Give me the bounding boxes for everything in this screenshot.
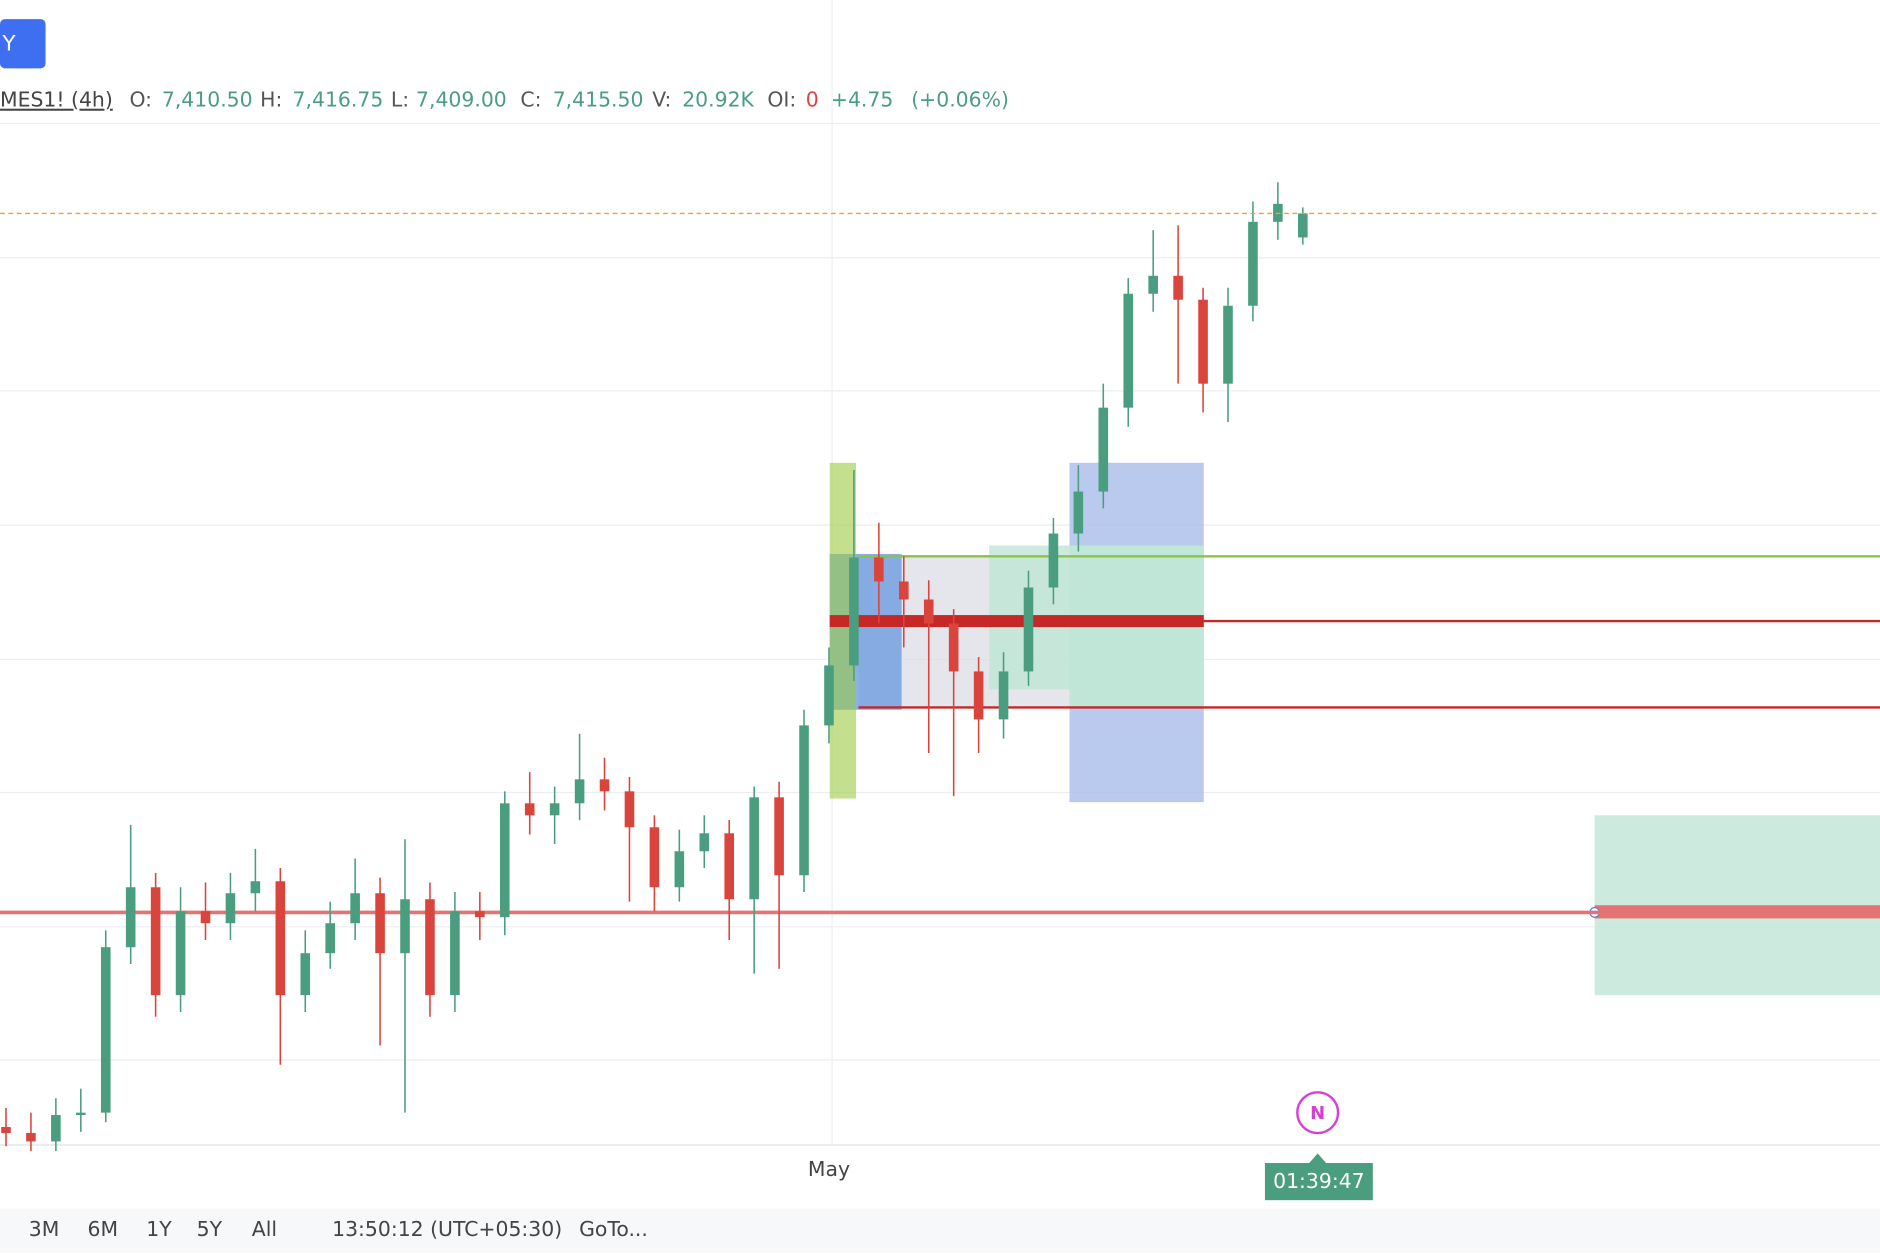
candle-body bbox=[1248, 221, 1258, 306]
symbol[interactable]: MES1! (4h) bbox=[0, 88, 113, 112]
candle-body bbox=[1148, 275, 1158, 294]
x-tick-label: May bbox=[808, 1157, 850, 1181]
range-button[interactable]: All bbox=[252, 1217, 277, 1241]
news-marker-label[interactable]: N bbox=[1310, 1103, 1325, 1124]
candle-body bbox=[973, 671, 984, 720]
candle-body bbox=[150, 887, 161, 996]
candle-body bbox=[774, 797, 784, 876]
candle-body bbox=[475, 911, 485, 918]
candle-body bbox=[51, 1115, 61, 1142]
candle-body bbox=[624, 791, 635, 828]
candle-body bbox=[898, 581, 909, 600]
range-button[interactable]: 1Y bbox=[146, 1217, 172, 1241]
timer-box bbox=[1264, 1163, 1373, 1201]
timer-pointer bbox=[1309, 1153, 1327, 1164]
candle-body bbox=[325, 923, 335, 954]
field-value: 7,409.00 bbox=[416, 88, 507, 112]
candle-body bbox=[1223, 305, 1233, 384]
field-name: C: bbox=[520, 88, 541, 112]
candle-body bbox=[76, 1112, 86, 1116]
field-name: V: bbox=[652, 88, 671, 112]
candle-body bbox=[923, 599, 934, 624]
candle-body bbox=[450, 911, 460, 996]
candle-body bbox=[125, 887, 136, 948]
candle-body bbox=[574, 779, 585, 804]
field-value: 7,410.50 bbox=[162, 88, 253, 112]
news-marker[interactable] bbox=[1296, 1091, 1340, 1135]
change: +4.75 bbox=[831, 88, 893, 112]
range-button[interactable]: 6M bbox=[88, 1217, 119, 1241]
candle-body bbox=[1173, 275, 1183, 300]
candle-body bbox=[1098, 407, 1109, 492]
candle-body bbox=[175, 911, 186, 996]
candle-body bbox=[674, 851, 685, 888]
candle-body bbox=[425, 899, 435, 996]
candle-body bbox=[824, 665, 834, 726]
field-value: 7,416.75 bbox=[293, 88, 384, 112]
candle-body bbox=[799, 725, 809, 876]
candle-body bbox=[1, 1127, 11, 1134]
candle-body bbox=[1198, 299, 1208, 384]
candle-body bbox=[26, 1133, 36, 1142]
timer: 01:39:47 bbox=[1273, 1169, 1365, 1193]
field-name: O: bbox=[129, 88, 152, 112]
field-name: L: bbox=[391, 88, 409, 112]
candle-body bbox=[948, 623, 959, 672]
period-button-label[interactable]: Y bbox=[1, 31, 16, 56]
candle-body bbox=[699, 833, 710, 852]
candle-body bbox=[724, 833, 735, 900]
range-button[interactable]: 3M bbox=[29, 1217, 60, 1241]
field-name: OI: bbox=[767, 88, 796, 112]
candle-body bbox=[599, 779, 610, 792]
candle-body bbox=[874, 557, 884, 582]
period-button[interactable] bbox=[0, 19, 46, 69]
candle-body bbox=[400, 899, 410, 954]
field-value: 20.92K bbox=[682, 88, 754, 112]
candle-body bbox=[275, 881, 286, 996]
candle-body bbox=[649, 827, 660, 888]
candle-body bbox=[1298, 213, 1308, 238]
candle-body bbox=[1073, 491, 1084, 534]
candle-body bbox=[350, 893, 360, 924]
candle-body bbox=[549, 803, 560, 816]
plot: May bbox=[0, 182, 1880, 1181]
field-value: 0 bbox=[806, 88, 819, 112]
candle-body bbox=[200, 911, 211, 924]
candle-body bbox=[524, 803, 535, 816]
goto-button[interactable]: GoTo... bbox=[579, 1217, 648, 1241]
candle-body bbox=[1023, 587, 1034, 672]
candle-body bbox=[300, 953, 311, 996]
candle-body bbox=[1123, 293, 1134, 408]
clock[interactable]: 13:50:12 (UTC+05:30) bbox=[332, 1217, 562, 1241]
candle-body bbox=[749, 797, 759, 900]
candle-body bbox=[375, 893, 385, 954]
candle-body bbox=[225, 893, 236, 924]
candle-body bbox=[998, 671, 1009, 720]
candle-body bbox=[1048, 533, 1059, 588]
candle-body bbox=[100, 947, 111, 1113]
candle-body bbox=[499, 803, 510, 918]
toolbar bbox=[0, 1208, 1880, 1255]
candle-body bbox=[849, 557, 859, 666]
range-button[interactable]: 5Y bbox=[197, 1217, 223, 1241]
field-value: 7,415.50 bbox=[553, 88, 644, 112]
field-name: H: bbox=[260, 88, 282, 112]
candle-body bbox=[250, 881, 261, 894]
change-pct: (+0.06%) bbox=[911, 88, 1009, 112]
volume-profile bbox=[829, 462, 1880, 996]
